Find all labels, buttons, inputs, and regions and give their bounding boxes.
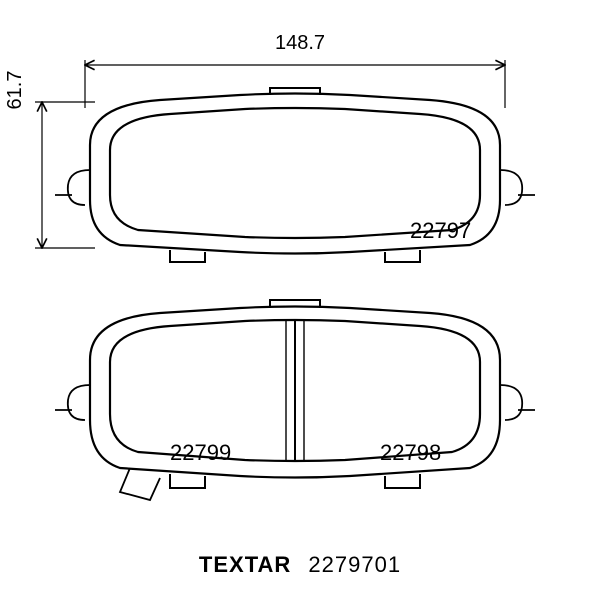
brake-pad-bottom (55, 300, 535, 500)
height-dimension-label: 61.7 (4, 30, 27, 150)
brand-model: 2279701 (308, 552, 401, 577)
part-number-bottom-right: 22798 (380, 440, 441, 466)
part-number-top: 22797 (410, 218, 471, 244)
technical-drawing (0, 0, 600, 560)
height-dimension (35, 102, 95, 248)
diagram-container: 148.7 61.7 22797 22799 22798 (0, 0, 600, 600)
part-number-bottom-left: 22799 (170, 440, 231, 466)
brand-footer: TEXTAR 2279701 (0, 552, 600, 578)
brand-name: TEXTAR (199, 552, 291, 577)
width-dimension-label: 148.7 (0, 32, 600, 55)
